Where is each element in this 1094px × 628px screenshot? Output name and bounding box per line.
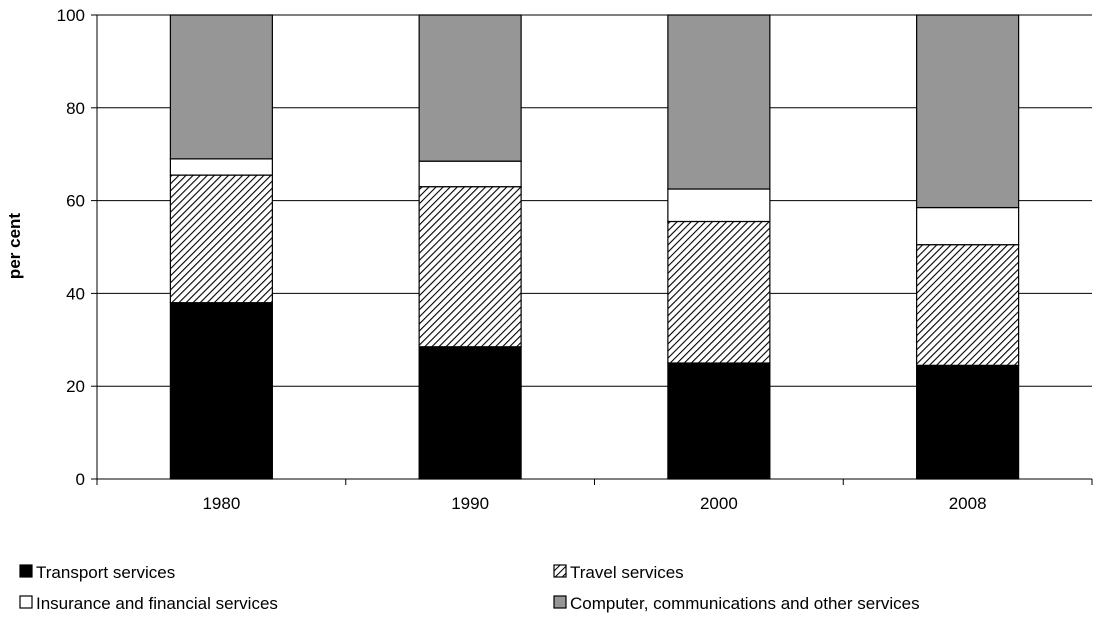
x-tick-label: 1990 <box>451 494 489 513</box>
legend-item-transport-services: Transport services <box>19 563 175 582</box>
bars <box>169 14 1020 480</box>
x-tick-label: 1980 <box>202 494 240 513</box>
y-tick-label: 60 <box>66 192 85 211</box>
bar-computer-communications-and-other-services-1990 <box>418 14 522 162</box>
y-tick-label: 100 <box>57 6 85 25</box>
x-tick-label: 2008 <box>949 494 987 513</box>
bar-insurance-and-financial-services-2000 <box>667 188 771 223</box>
bar-transport-services-1980 <box>169 302 273 480</box>
x-tick-label: 2000 <box>700 494 738 513</box>
bar-computer-communications-and-other-services-2000 <box>667 14 771 190</box>
y-tick-label: 40 <box>66 284 85 303</box>
axes: 0 20 40 60 80 100 1980 1990 2000 2008 <box>57 6 1093 513</box>
legend-item-insurance-and-financial-services: Insurance and financial services <box>19 594 278 613</box>
bar-travel-services-1980 <box>169 174 273 304</box>
bar-computer-communications-and-other-services-2008 <box>916 14 1020 209</box>
y-tick-label: 0 <box>76 470 85 489</box>
bar-computer-communications-and-other-services-1980 <box>169 14 273 160</box>
y-tick-label: 80 <box>66 99 85 118</box>
legend: Transport services Travel services Insuran… <box>19 563 920 613</box>
legend-label: Computer, communications and other servi… <box>570 594 920 613</box>
legend-label: Travel services <box>570 563 684 582</box>
y-axis-label: per cent <box>5 213 24 279</box>
bar-transport-services-2000 <box>667 362 771 480</box>
legend-swatch <box>19 564 33 578</box>
bar-transport-services-1990 <box>418 346 522 480</box>
legend-item-travel-services: Travel services <box>553 563 684 582</box>
bar-travel-services-2000 <box>667 220 771 364</box>
bar-insurance-and-financial-services-1980 <box>169 158 273 176</box>
legend-label: Insurance and financial services <box>36 594 278 613</box>
bar-transport-services-2008 <box>916 364 1020 480</box>
bar-travel-services-1990 <box>418 186 522 348</box>
bar-insurance-and-financial-services-1990 <box>418 160 522 188</box>
legend-swatch <box>19 595 33 609</box>
legend-item-computer-communications-and-other-services: Computer, communications and other servi… <box>553 594 920 613</box>
bar-insurance-and-financial-services-2008 <box>916 206 1020 246</box>
y-tick-label: 20 <box>66 377 85 396</box>
legend-label: Transport services <box>36 563 175 582</box>
bar-travel-services-2008 <box>916 244 1020 366</box>
legend-swatch <box>553 595 567 609</box>
legend-swatch <box>553 564 567 578</box>
